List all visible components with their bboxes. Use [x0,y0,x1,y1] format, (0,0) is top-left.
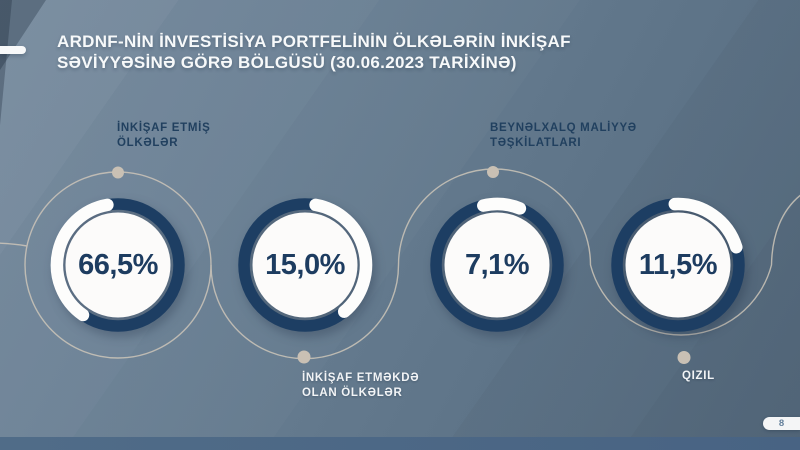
corner-decoration-inner [0,0,12,125]
bottom-bar [0,437,800,450]
slide-title: ARDNF-NİN İNVESTİSİYA PORTFELİNİN ÖLKƏLƏ… [57,31,697,73]
slide-title-line-2: SƏVİYYƏSİNƏ GÖRƏ BÖLGÜSÜ (30.06.2023 TAR… [57,53,517,72]
connector-dot-icon [487,166,499,178]
gauge-label-line-1: İNKİŞAF ETMİŞ [117,122,211,134]
gauge-label-line-2: TƏŞKİLATLARI [490,137,582,149]
connector-dot-icon [297,350,311,364]
gauge-label-international-financial-organizations: BEYNƏLXALQ MALİYYƏ TƏŞKİLATLARI [490,121,637,151]
gauge-label-developed-countries: İNKİŞAF ETMİŞ ÖLKƏLƏR [117,121,210,151]
connector-dot-icon [112,166,124,179]
gauge-label-line-1: BEYNƏLXALQ MALİYYƏ [490,122,637,134]
title-accent-dash [0,46,26,54]
gauge-label-gold: QIZIL [682,369,715,384]
gauge-label-line-2: OLAN ÖLKƏLƏR [302,387,403,399]
page-number: 8 [778,418,785,429]
donut-highlight-arc [309,198,373,318]
gauge-label-line-1: İNKİŞAF ETMƏKDƏ [302,372,420,384]
donut-center [625,212,731,318]
connector-dot-icon [677,351,691,364]
donut-highlight-arc [668,197,743,254]
gauge-international-financial-organizations: 7,1% [412,180,582,350]
donut-center [444,212,550,318]
gauge-value: 7,1% [464,248,530,281]
page-number-badge: 8 [763,417,800,430]
donut-highlight-arc [477,197,527,215]
donut-center [252,212,358,318]
gauge-gold: 11,5% [593,180,763,350]
gauge-label-line-1: QIZIL [682,370,715,382]
gauge-developed-countries: 66,5% [33,180,203,350]
connector-entry-line [0,242,28,247]
gauge-value: 66,5% [78,248,158,281]
gauge-label-line-2: ÖLKƏLƏR [117,137,179,149]
slide-title-line-1: ARDNF-NİN İNVESTİSİYA PORTFELİNİN ÖLKƏLƏ… [57,32,571,51]
donut-center [65,212,171,318]
gauge-label-developing-countries: İNKİŞAF ETMƏKDƏ OLAN ÖLKƏLƏR [302,371,419,401]
donut-highlight-arc [50,198,114,322]
gauge-value: 15,0% [265,248,345,281]
gauge-value: 11,5% [638,248,718,281]
gauge-developing-countries: 15,0% [220,180,390,350]
